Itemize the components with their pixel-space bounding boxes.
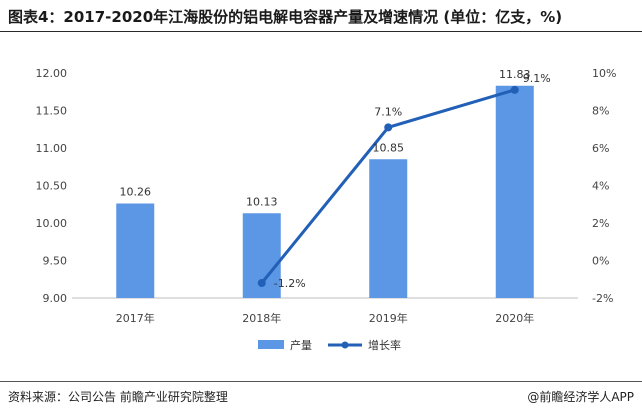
y-left-tick-label: 12.00 (36, 67, 68, 80)
bar-value-label: 11.83 (499, 68, 531, 81)
brand-credit: @前瞻经济学人APP (527, 390, 634, 404)
y-right-tick-label: 0% (592, 255, 609, 268)
y-right-tick-label: 10% (592, 67, 616, 80)
x-tick-label: 2018年 (242, 311, 281, 325)
y-right-tick-label: 4% (592, 180, 609, 193)
y-right-tick-label: 8% (592, 105, 609, 118)
y-right-tick-label: 2% (592, 217, 609, 230)
y-left-tick-label: 11.00 (36, 142, 68, 155)
x-tick-label: 2020年 (495, 311, 534, 325)
chart-title: 图表4：2017-2020年江海股份的铝电解电容器产量及增速情况 (单位：亿支，… (8, 8, 563, 26)
y-left-tick-label: 9.50 (43, 255, 68, 268)
y-left-tick-label: 10.00 (36, 217, 68, 230)
footer-divider (0, 381, 642, 382)
bar-2017年 (116, 203, 155, 298)
growth-value-label: -1.2% (274, 277, 306, 290)
bar-2020年 (495, 85, 534, 298)
growth-point-2020年 (510, 85, 519, 94)
growth-value-label: 7.1% (374, 105, 402, 118)
bar-value-label: 10.26 (120, 186, 152, 199)
x-tick-label: 2019年 (369, 311, 408, 325)
bar-value-label: 10.85 (373, 141, 405, 154)
legend-label-growth: 增长率 (368, 338, 401, 352)
growth-point-2019年 (384, 123, 393, 132)
title-divider (0, 31, 642, 32)
growth-value-label: 9.1% (523, 72, 551, 85)
bar-2019年 (369, 159, 408, 298)
y-right-tick-label: 6% (592, 142, 609, 155)
y-left-tick-label: 10.50 (36, 180, 68, 193)
y-left-tick-label: 9.00 (43, 292, 68, 305)
growth-point-2018年 (257, 279, 266, 287)
y-left-tick-label: 11.50 (36, 105, 68, 118)
source-note: 资料来源：公司公告 前瞻产业研究院整理 (8, 390, 228, 404)
x-tick-label: 2017年 (116, 311, 155, 325)
legend-swatch-marker (341, 341, 349, 349)
chart-canvas: 9.00 9.50 10.00 10.50 11.00 11.50 12.00 -2% 0% 2%… (36, 67, 617, 352)
y-right-tick-label: -2% (592, 292, 613, 305)
legend-swatch-bar (258, 340, 284, 349)
bar-value-label: 10.13 (246, 195, 278, 208)
legend-label-output: 产量 (290, 338, 312, 352)
